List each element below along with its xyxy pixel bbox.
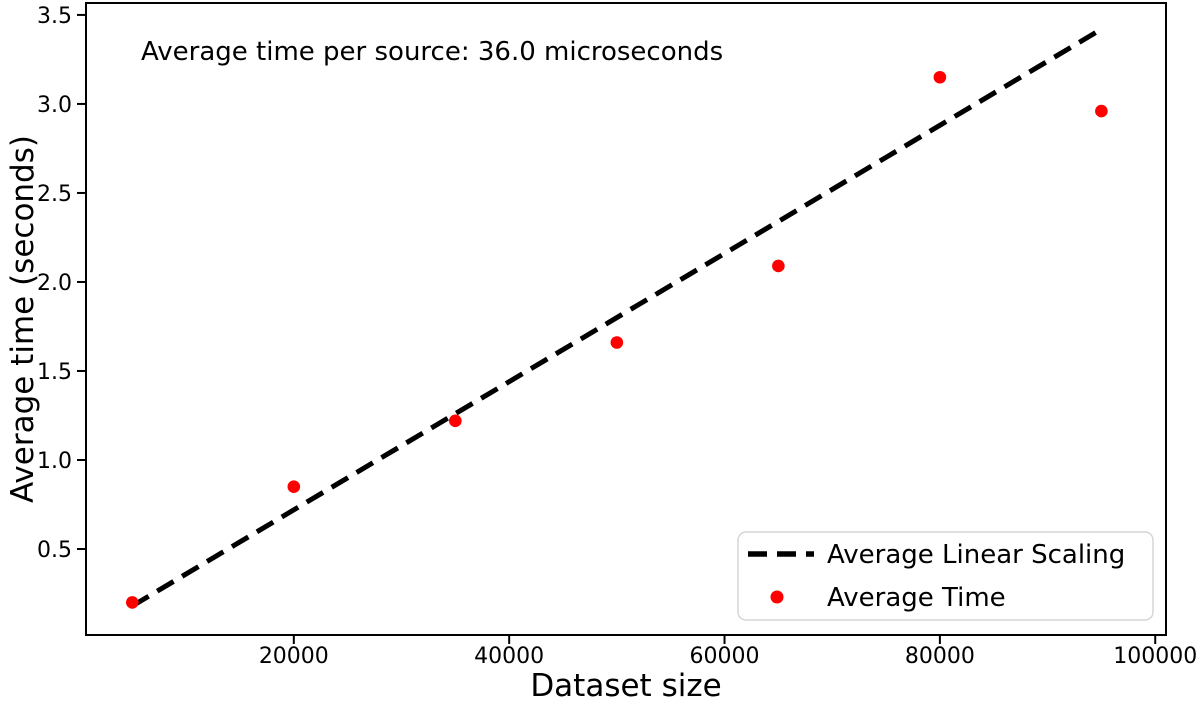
x-tick-label: 60000 bbox=[690, 644, 760, 669]
y-tick-label: 2.0 bbox=[37, 271, 72, 296]
legend-entry-label: Average Time bbox=[827, 583, 1006, 613]
y-tick-label: 1.5 bbox=[37, 360, 72, 385]
y-tick-label: 3.5 bbox=[37, 4, 72, 29]
plot-area-border bbox=[85, 2, 1167, 636]
y-axis-label: Average time (seconds) bbox=[5, 135, 41, 503]
legend-dot-sample bbox=[770, 590, 784, 604]
data-point bbox=[933, 70, 947, 84]
linear-scaling-line bbox=[131, 27, 1103, 609]
x-axis-label: Dataset size bbox=[530, 668, 721, 702]
y-tick-label: 1.0 bbox=[37, 449, 72, 474]
x-tick-label: 80000 bbox=[905, 644, 975, 669]
legend-box bbox=[737, 531, 1154, 621]
x-tick-label: 20000 bbox=[259, 644, 329, 669]
data-point bbox=[610, 336, 624, 349]
y-tick-label: 2.5 bbox=[37, 182, 72, 207]
data-point bbox=[1095, 104, 1108, 118]
legend: Average Linear Scaling Average Time bbox=[737, 531, 1154, 621]
series-layer bbox=[126, 27, 1108, 609]
data-point bbox=[772, 259, 785, 273]
data-point bbox=[126, 596, 139, 609]
y-tick-label: 0.5 bbox=[37, 538, 72, 563]
data-point bbox=[449, 414, 462, 428]
y-tick-label: 3.0 bbox=[37, 93, 72, 118]
annotation-text: Average time per source: 36.0 microsecon… bbox=[141, 37, 723, 67]
legend-entry-label: Average Linear Scaling bbox=[827, 540, 1125, 570]
x-tick-label: 40000 bbox=[474, 644, 544, 669]
ticks-layer: 20000 40000 60000 80000 100000 0.5 1.0 1.5 2.0 2.… bbox=[37, 4, 1197, 669]
data-point bbox=[287, 480, 301, 494]
x-tick-label: 100000 bbox=[1113, 644, 1197, 669]
